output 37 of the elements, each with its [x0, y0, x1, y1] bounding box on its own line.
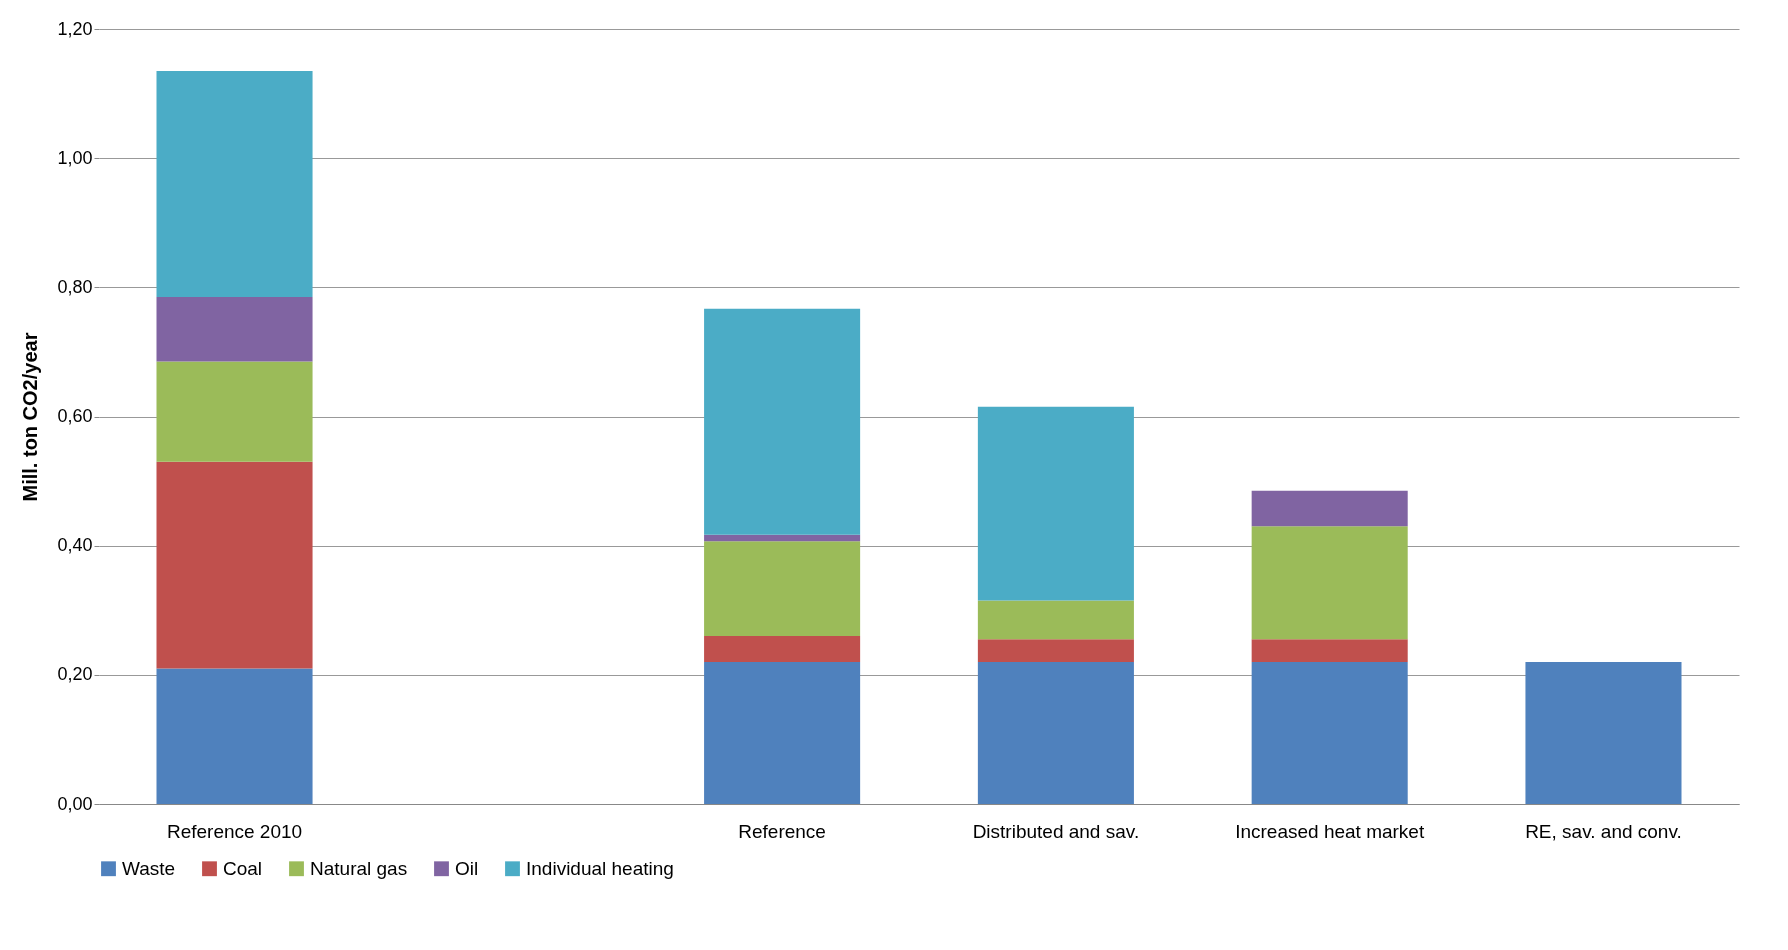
- bar: [1251, 661, 1408, 804]
- y-tick-label: 0,20: [57, 664, 93, 685]
- bar: [1525, 661, 1682, 804]
- bar: [156, 297, 313, 362]
- bar: [977, 661, 1134, 804]
- legend-label: Individual heating: [526, 857, 674, 879]
- y-axis-title: Mill. ton CO2/year: [19, 332, 42, 502]
- x-tick-label: Reference 2010: [166, 820, 303, 842]
- x-tick-label: Distributed and sav.: [972, 820, 1140, 842]
- bar: [704, 308, 861, 535]
- bar: [704, 541, 861, 637]
- bar: [704, 636, 861, 662]
- y-tick-label: 0,80: [57, 276, 93, 297]
- bar: [156, 461, 313, 669]
- y-tick-label: 1,00: [57, 147, 93, 168]
- bar: [1251, 639, 1408, 662]
- bar: [977, 406, 1134, 601]
- bar: [156, 70, 313, 298]
- y-tick-label: 0,60: [57, 406, 93, 426]
- y-tick-label: 0,40: [57, 535, 93, 556]
- legend-label: Oil: [455, 857, 479, 879]
- legend-label: Coal: [223, 857, 263, 879]
- bar: [156, 361, 313, 462]
- bar: [704, 534, 861, 542]
- y-tick-label: 1,20: [57, 18, 93, 39]
- bar: [1251, 490, 1408, 527]
- bar: [1251, 526, 1408, 640]
- bar: [977, 639, 1134, 662]
- legend-label: Natural gas: [310, 857, 408, 879]
- legend-label: Waste: [122, 857, 176, 879]
- bar: [704, 661, 861, 804]
- x-tick-label: Reference: [738, 820, 826, 842]
- bar: [977, 600, 1134, 640]
- x-tick-label: RE, sav. and conv.: [1525, 820, 1682, 842]
- y-tick-label: 0,00: [57, 793, 93, 814]
- bar: [156, 668, 313, 804]
- x-tick-label: Increased heat market: [1235, 820, 1425, 842]
